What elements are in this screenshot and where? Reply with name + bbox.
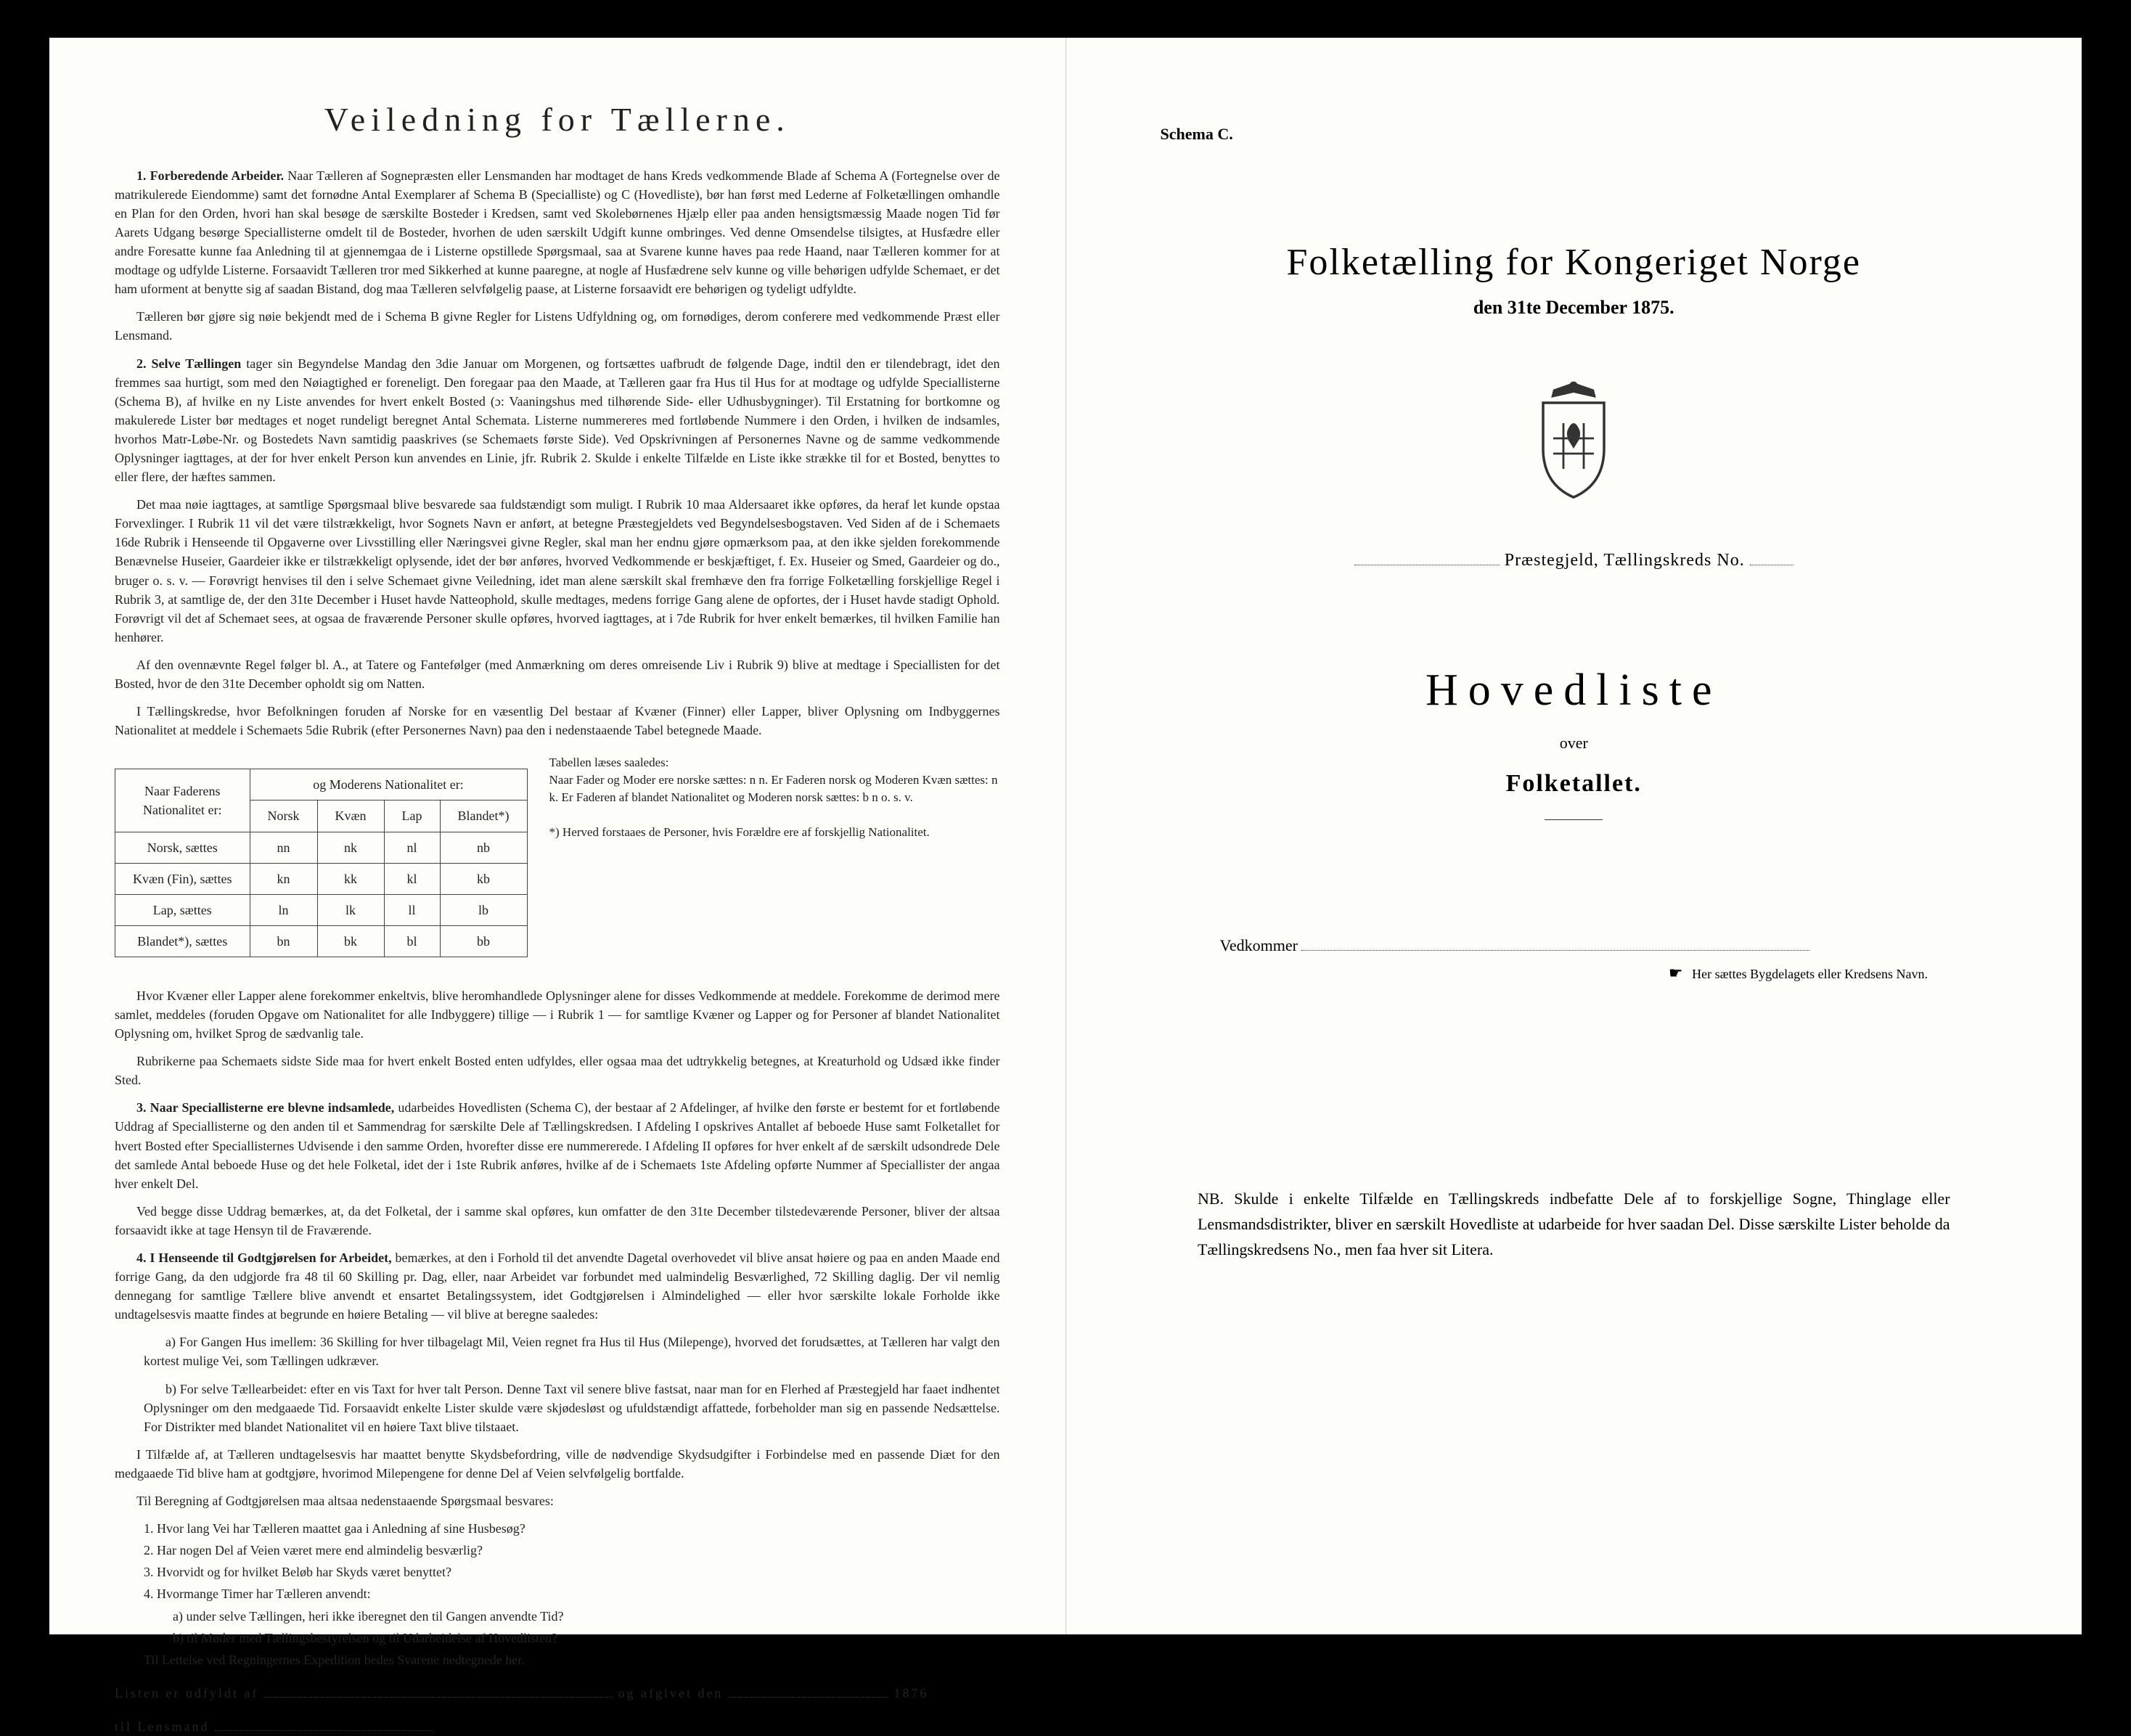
document-spread: Veiledning for Tællerne. 1. Forberedende… [49,38,2082,1634]
col-2: Lap [384,801,440,832]
q-tail: Til Lettelse ved Regningernes Expedition… [144,1650,1000,1669]
q4: 4. Hvormange Timer har Tælleren anvendt: [144,1584,1000,1603]
table-col-header: og Moderens Nationalitet er: [250,769,527,801]
blank-vedkommer [1301,950,1809,951]
table-note-foot: *) Herved forstaaes de Personer, hvis Fo… [549,824,1000,841]
row-label: Norsk, sættes [115,832,250,863]
section-2: 2. Selve Tællingen tager sin Begyndelse … [115,354,1000,487]
section-4a: a) For Gangen Hus imellem: 36 Skilling f… [144,1332,1000,1370]
coat-of-arms-icon [1523,377,1624,500]
cell: kn [250,863,317,894]
table-note-head: Tabellen læses saaledes: [549,754,1000,771]
section-2-head: 2. Selve Tællingen [136,356,241,371]
nb-note: NB. Skulde i enkelte Tilfælde en Tælling… [1198,1186,1950,1263]
table-row: Kvæn (Fin), sættes kn kk kl kb [115,863,528,894]
section-4c: I Tilfælde af, at Tælleren undtagelsesvi… [115,1445,1000,1483]
section-4: 4. I Henseende til Godtgjørelsen for Arb… [115,1248,1000,1324]
divider [1545,819,1603,820]
row-label: Blandet*), sættes [115,925,250,957]
blank-name [264,1697,613,1698]
left-title: Veiledning for Tællerne. [115,96,1000,144]
corner-top: Naar Faderens [144,784,220,798]
q4b: b) til Møder med Tællingsbestyrelsen og … [173,1629,1000,1647]
nationality-table: Naar Faderens Nationalitet er: og Modere… [115,769,528,957]
section-2-body2: Det maa nøie iagttages, at samtlige Spør… [115,495,1000,647]
q3: 3. Hvorvidt og for hvilket Beløb har Sky… [144,1563,1000,1581]
col-3: Blandet*) [440,801,527,832]
after-table-2: Rubrikerne paa Schemaets sidste Side maa… [115,1052,1000,1089]
cell: bb [440,925,527,957]
section-2-body4: I Tællingskredse, hvor Befolkningen foru… [115,702,1000,740]
section-1: 1. Forberedende Arbeider. Naar Tælleren … [115,166,1000,299]
q2: 2. Har nogen Del af Veien været mere end… [144,1541,1000,1560]
section-3-body2: Ved begge disse Uddrag bemærkes, at, da … [115,1202,1000,1240]
footer-1: Listen er udfyldt af [115,1686,258,1700]
vedhint-text: Her sættes Bygdelagets eller Kredsens Na… [1692,967,1928,981]
section-1-head: 1. Forberedende Arbeider. [136,168,284,183]
cell: kb [440,863,527,894]
blank-date [729,1697,888,1698]
section-4d: Til Beregning af Godtgjørelsen maa altsa… [115,1491,1000,1510]
folketallet-label: Folketallet. [1506,770,1642,798]
table-note-body: Naar Fader og Moder ere norske sættes: n… [549,771,1000,806]
cell: nb [440,832,527,863]
left-page: Veiledning for Tællerne. 1. Forberedende… [49,38,1066,1634]
vedkommer-line: Vedkommer [1219,936,1928,955]
right-date: den 31te December 1875. [1473,297,1674,319]
cell: ln [250,894,317,925]
vedkommer-hint: ☛ Her sættes Bygdelagets eller Kredsens … [1219,964,1928,983]
q1: 1. Hvor lang Vei har Tælleren maattet ga… [144,1519,1000,1538]
cell: ll [384,894,440,925]
footer-line-2: til Lensmand [115,1717,1000,1736]
cell: kk [317,863,384,894]
pointing-hand-icon: ☛ [1669,964,1683,983]
blank-lensmand [215,1730,433,1731]
col-1: Kvæn [317,801,384,832]
cell: bl [384,925,440,957]
over-label: over [1560,734,1588,753]
section-3: 3. Naar Speciallisterne ere blevne indsa… [115,1098,1000,1192]
section-3-head: 3. Naar Speciallisterne ere blevne indsa… [136,1100,394,1115]
table-note: Tabellen læses saaledes: Naar Fader og M… [549,754,1000,840]
praest-label: Præstegjeld, Tællingskreds No. [1505,551,1745,570]
praestegjelds-line: Præstegjeld, Tællingskreds No. [1354,551,1793,570]
cell: bk [317,925,384,957]
questions: 1. Hvor lang Vei har Tælleren maattet ga… [144,1519,1000,1669]
schema-label: Schema C. [1161,125,1233,144]
section-2-body3: Af den ovennævnte Regel følger bl. A., a… [115,655,1000,693]
cell: kl [384,863,440,894]
table-header-row: Naar Faderens Nationalitet er: og Modere… [115,769,528,801]
hovedliste-title: Hovedliste [1426,665,1722,716]
cell: nl [384,832,440,863]
q4a: a) under selve Tællingen, heri ikke iber… [173,1607,1000,1626]
row-label: Lap, sættes [115,894,250,925]
vedkommer-label: Vedkommer [1219,936,1298,954]
col-0: Norsk [250,801,317,832]
footer-3: 1876 [893,1686,928,1700]
right-page: Schema C. Folketælling for Kongeriget No… [1066,38,2082,1634]
corner-bottom: Nationalitet er: [143,803,221,817]
footer-4: til Lensmand [115,1719,209,1734]
after-table-1: Hvor Kvæner eller Lapper alene forekomme… [115,986,1000,1043]
table-row: Lap, sættes ln lk ll lb [115,894,528,925]
right-title: Folketælling for Kongeriget Norge [1287,241,1862,284]
cell: lb [440,894,527,925]
row-label: Kvæn (Fin), sættes [115,863,250,894]
nationality-table-wrap: Naar Faderens Nationalitet er: og Modere… [115,754,1000,972]
section-4-head: 4. I Henseende til Godtgjørelsen for Arb… [136,1250,392,1265]
section-2-body: tager sin Begyndelse Mandag den 3die Jan… [115,356,1000,485]
section-4b: b) For selve Tællearbeidet: efter en vis… [144,1380,1000,1436]
footer-line-1: Listen er udfyldt af og afgivet den 1876 [115,1684,1000,1703]
section-1-tail: Tælleren bør gjøre sig nøie bekjendt med… [115,307,1000,345]
section-1-body: Naar Tælleren af Sognepræsten eller Lens… [115,168,1000,297]
cell: nk [317,832,384,863]
cell: lk [317,894,384,925]
table-row: Norsk, sættes nn nk nl nb [115,832,528,863]
footer-2: og afgivet den [618,1686,723,1700]
cell: bn [250,925,317,957]
cell: nn [250,832,317,863]
table-row: Blandet*), sættes bn bk bl bb [115,925,528,957]
table-corner: Naar Faderens Nationalitet er: [115,769,250,832]
